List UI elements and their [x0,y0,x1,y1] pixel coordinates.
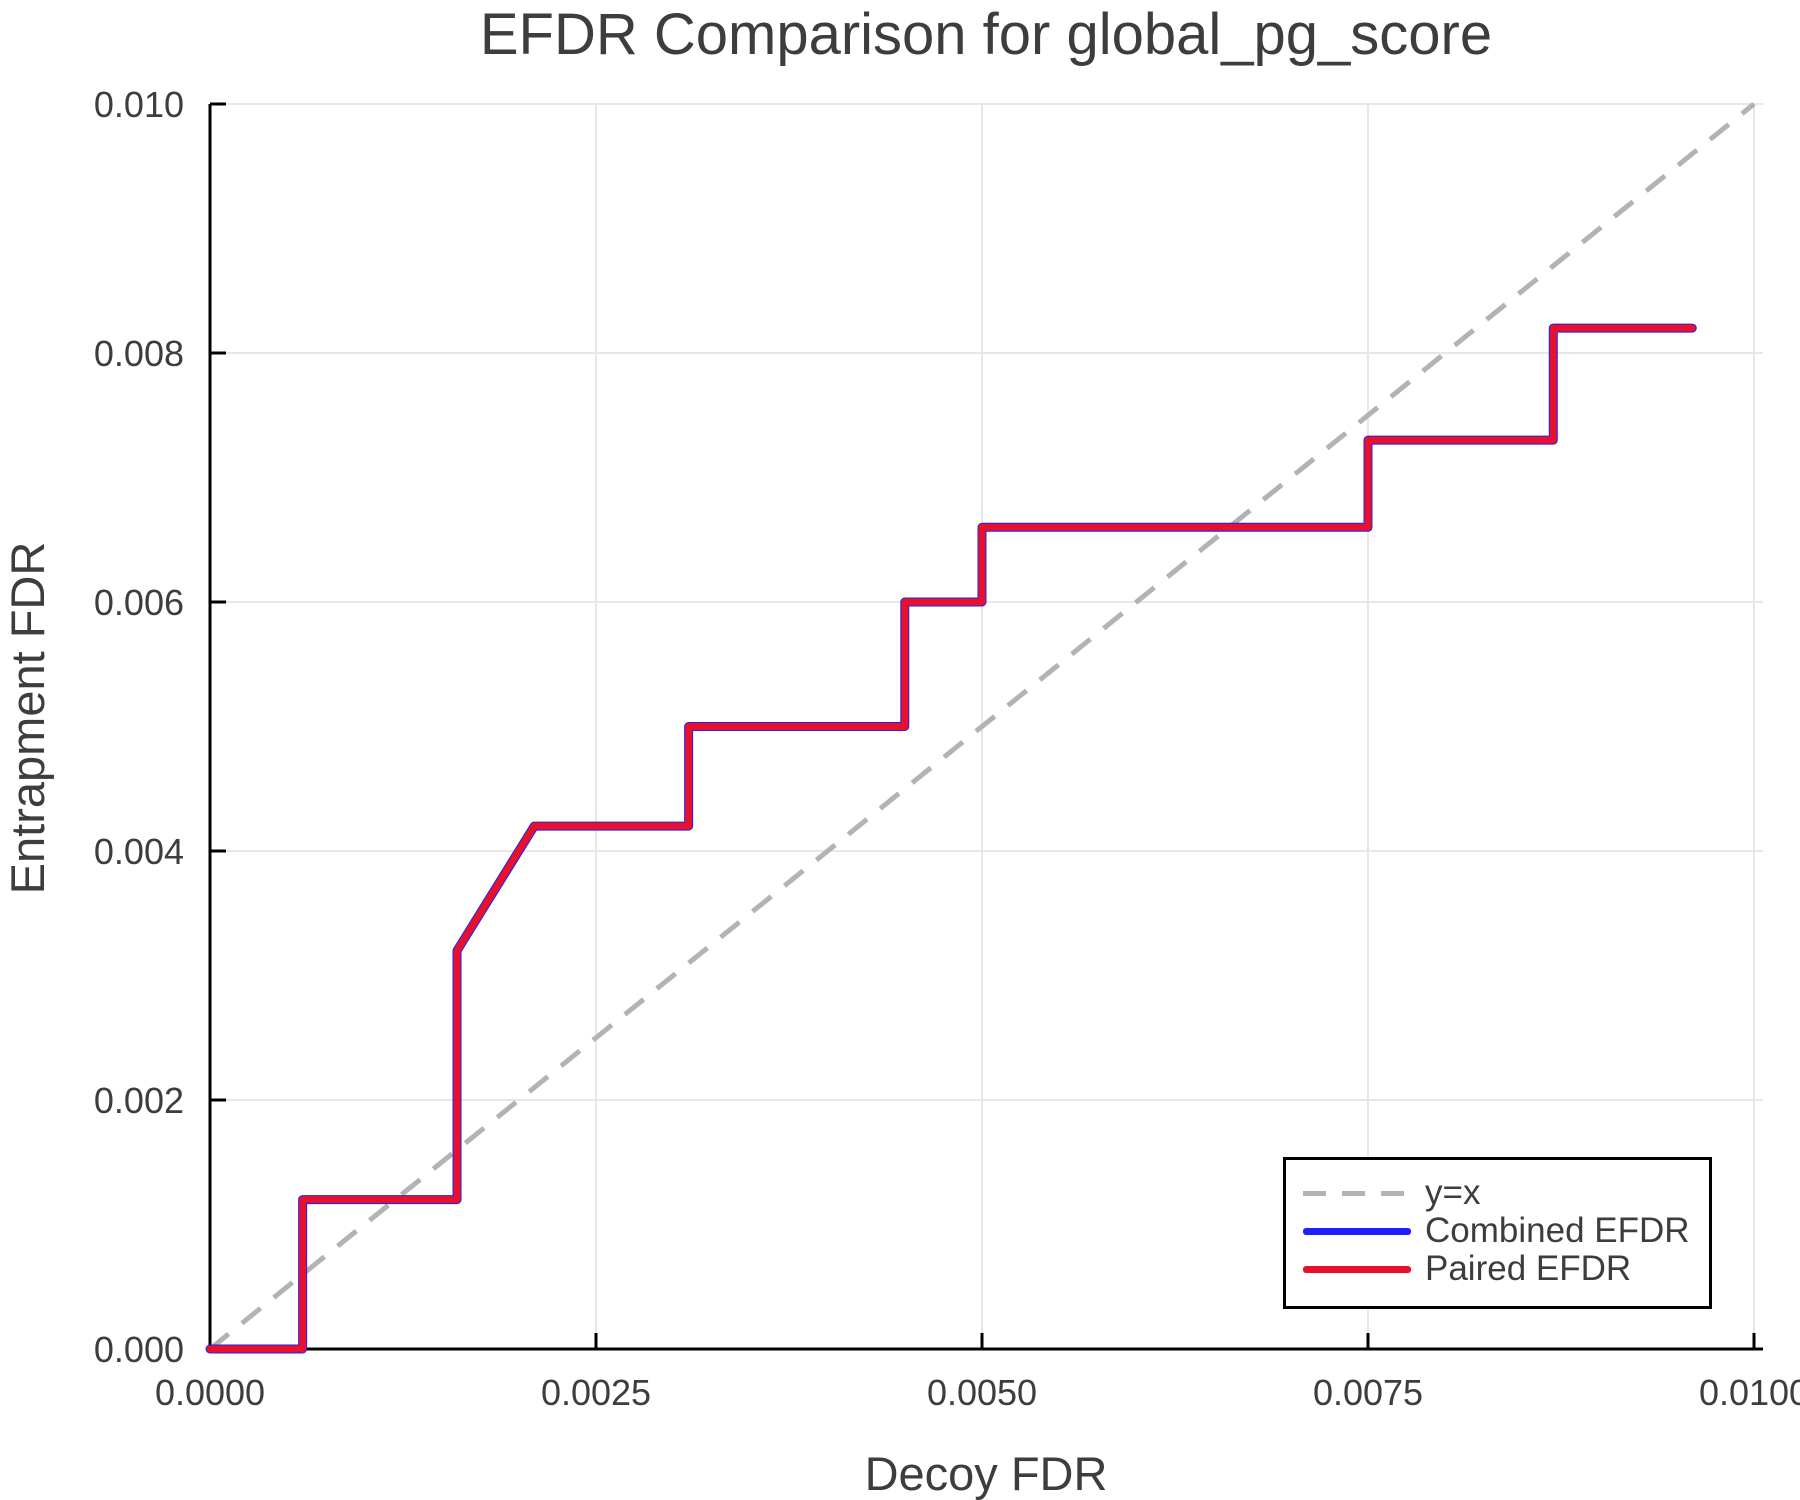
legend-item-combined-efdr: Combined EFDR [1303,1212,1709,1250]
svg-text:0.006: 0.006 [94,582,184,623]
svg-text:0.0075: 0.0075 [1313,1372,1423,1413]
paired-efdr-line [206,324,1696,1353]
svg-text:0.0025: 0.0025 [541,1372,651,1413]
svg-text:0.0100: 0.0100 [1699,1372,1800,1413]
dashed-line-swatch [1303,1190,1411,1196]
svg-text:0.0000: 0.0000 [155,1372,265,1413]
axis-ticks [208,102,1756,1351]
svg-text:0.004: 0.004 [94,831,184,872]
blue-line-swatch [1303,1227,1411,1235]
svg-text:0.008: 0.008 [94,333,184,374]
x-axis-label: Decoy FDR [865,1447,1108,1500]
y-axis-label: Entrapment FDR [1,542,54,895]
y-tick-labels: 0.000 0.002 0.004 0.006 0.008 0.010 [94,84,184,1370]
legend-label-combined-efdr: Combined EFDR [1425,1211,1690,1250]
chart-title: EFDR Comparison for global_pg_score [480,2,1492,67]
svg-text:0.010: 0.010 [94,84,184,125]
legend-label-paired-efdr: Paired EFDR [1425,1249,1632,1288]
axes-spines [208,104,1763,1351]
legend-item-paired-efdr: Paired EFDR [1303,1250,1709,1288]
y-equals-x-line [208,102,1756,1351]
legend-item-y-equals-x: y=x [1303,1174,1709,1212]
svg-text:0.002: 0.002 [94,1080,184,1121]
red-line-swatch [1303,1265,1411,1273]
x-tick-labels: 0.0000 0.0025 0.0050 0.0075 0.0100 [155,1372,1800,1413]
legend: y=x Combined EFDR Paired EFDR [1283,1157,1712,1309]
svg-text:0.0050: 0.0050 [927,1372,1037,1413]
legend-label-y-equals-x: y=x [1425,1173,1481,1212]
svg-text:0.000: 0.000 [94,1329,184,1370]
